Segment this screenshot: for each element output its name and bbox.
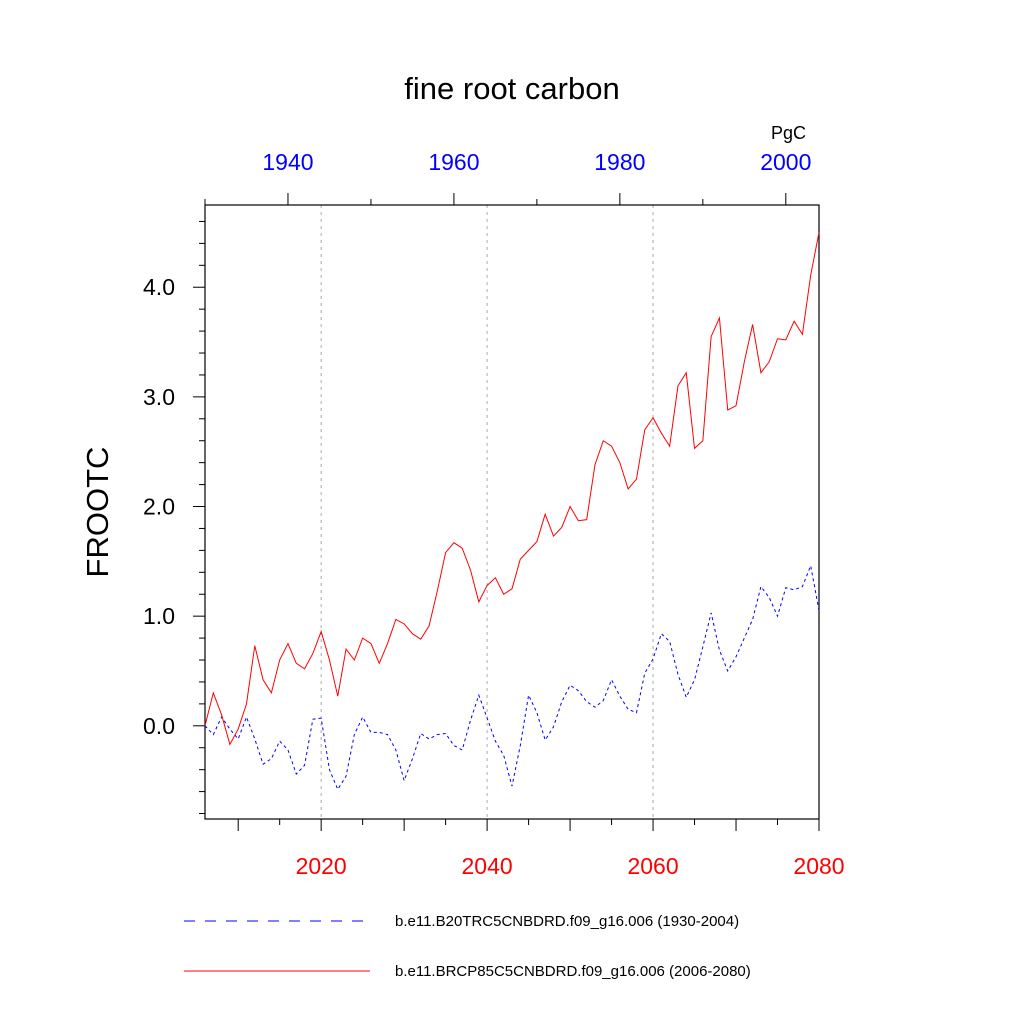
legend-label-rcp: b.e11.BRCP85C5CNBDRD.f09_g16.006 (2006-2… [395,963,751,980]
legend: b.e11.B20TRC5CNBDRD.f09_g16.006 (1930-20… [184,913,751,980]
x-top-tick-label: 1940 [262,149,313,175]
x-top-tick-label: 1960 [428,149,479,175]
plot-frame [204,204,820,820]
x-bottom-tick-label: 2020 [296,853,347,879]
x-top-tick-label: 1980 [594,149,645,175]
chart-title: fine root carbon [404,71,619,106]
y-axis-label: FROOTC [80,447,115,578]
series-line-rcp85 [204,232,820,746]
series-line-historical [204,563,820,791]
tick-labels: 2020 2040 2060 2080 1940 1960 1980 2000 0.0 1.0 2.… [143,149,845,879]
y-tick-label: 2.0 [143,494,175,520]
grid [320,205,654,819]
x-bottom-tick-label: 2060 [627,853,678,879]
x-bottom-tick-label: 2040 [462,853,513,879]
x-top-tick-label: 2000 [760,149,811,175]
y-tick-label: 0.0 [143,713,175,739]
y-tick-label: 4.0 [143,274,175,300]
series [204,232,820,791]
y-tick-label: 3.0 [143,384,175,410]
x-bottom-tick-label: 2080 [793,853,844,879]
y-tick-label: 1.0 [143,603,175,629]
axis-ticks [193,193,820,831]
units-label: PgC [771,123,806,143]
legend-label-hist: b.e11.B20TRC5CNBDRD.f09_g16.006 (1930-20… [395,913,739,930]
